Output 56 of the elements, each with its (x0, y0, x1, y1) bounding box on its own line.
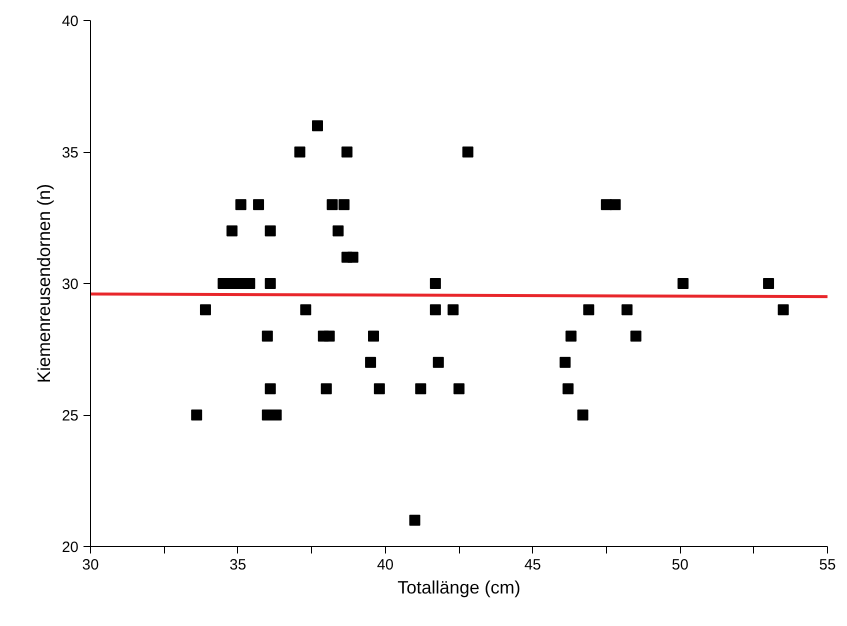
point (577, 410, 588, 420)
point (341, 146, 352, 158)
y-tick-label: 35 (62, 144, 79, 162)
point (200, 304, 211, 316)
point (610, 199, 621, 210)
x-tick-label: 55 (819, 556, 836, 574)
point (622, 304, 633, 316)
point (778, 304, 789, 316)
point (462, 146, 474, 158)
y-axis-title: Kiemenreusendornen (n) (34, 184, 54, 384)
point (365, 356, 376, 368)
point (454, 383, 464, 394)
point (262, 330, 273, 342)
x-tick-label: 35 (230, 556, 246, 574)
point (448, 304, 459, 316)
point (630, 330, 642, 342)
point (432, 356, 444, 368)
point (347, 252, 358, 263)
y-tick-label: 20 (62, 539, 79, 556)
point (560, 356, 571, 368)
y-tick-label: 25 (62, 408, 79, 424)
y-tick-label: 30 (62, 276, 79, 293)
point (320, 383, 332, 394)
point (312, 120, 323, 132)
point (226, 225, 238, 236)
point (324, 330, 335, 342)
point (368, 330, 380, 342)
x-tick-label: 45 (524, 556, 542, 574)
x-axis-title: Totallänge (cm) (397, 578, 521, 598)
point (562, 383, 574, 394)
x-tick-label: 40 (376, 556, 394, 574)
y-tick-label: 40 (62, 13, 79, 30)
point (566, 330, 577, 342)
point (583, 304, 594, 316)
point (326, 199, 338, 210)
point (678, 278, 689, 289)
point (235, 199, 246, 210)
x-tick-label: 50 (672, 556, 688, 574)
point (294, 146, 306, 158)
point (191, 410, 202, 420)
point (264, 278, 276, 289)
point (332, 225, 344, 236)
point (270, 410, 282, 420)
x-tick-label: 30 (82, 556, 99, 574)
point (244, 278, 256, 289)
point (253, 199, 264, 210)
point (430, 278, 441, 289)
point (409, 514, 420, 526)
point (430, 304, 441, 316)
point (264, 225, 276, 236)
point (415, 383, 426, 394)
point (374, 383, 385, 394)
point (300, 304, 312, 316)
point (338, 199, 350, 210)
point (763, 278, 774, 289)
point (264, 383, 276, 394)
